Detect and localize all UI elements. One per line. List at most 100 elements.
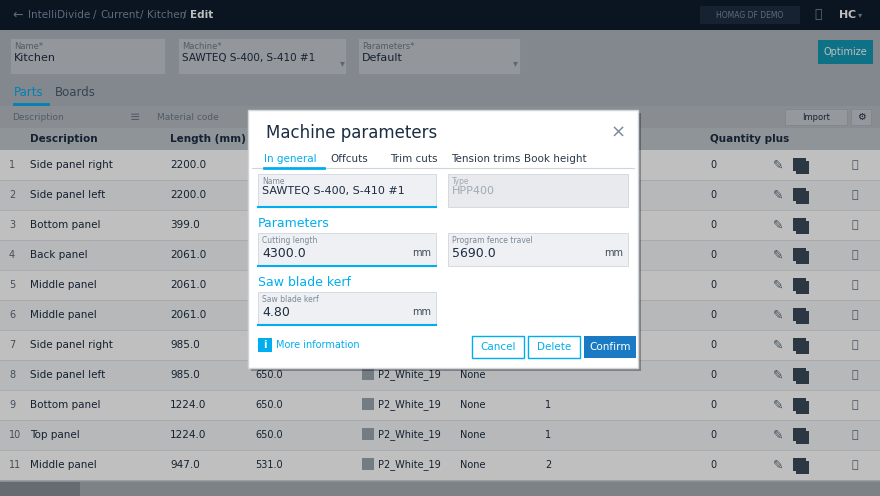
Text: 0: 0 — [710, 460, 716, 470]
Text: 🗑: 🗑 — [852, 250, 858, 260]
Text: 4: 4 — [9, 250, 15, 260]
Text: 🗑: 🗑 — [852, 190, 858, 200]
Text: Parameters*: Parameters* — [362, 42, 414, 51]
Text: More information: More information — [276, 340, 360, 350]
Text: 2200.0: 2200.0 — [170, 190, 206, 200]
Bar — [793, 248, 806, 261]
Bar — [793, 158, 806, 171]
Text: mm: mm — [412, 248, 431, 258]
Text: Description: Description — [30, 134, 98, 144]
Text: Boards: Boards — [55, 85, 96, 99]
Bar — [0, 482, 880, 496]
Bar — [793, 278, 806, 291]
Bar — [362, 398, 374, 410]
Bar — [448, 174, 628, 207]
Bar — [793, 308, 806, 321]
Text: P2_White_19: P2_White_19 — [378, 460, 441, 470]
Text: 985.0: 985.0 — [170, 340, 200, 350]
Text: Cancel: Cancel — [480, 342, 516, 352]
Bar — [793, 188, 806, 201]
Text: 947.0: 947.0 — [170, 460, 200, 470]
Text: 1: 1 — [9, 160, 15, 170]
Text: Program fence travel: Program fence travel — [452, 236, 532, 245]
Text: 2: 2 — [545, 460, 551, 470]
Text: Machine parameters: Machine parameters — [266, 124, 437, 142]
Bar — [796, 311, 809, 324]
Text: C: C — [848, 10, 856, 20]
Text: 0: 0 — [710, 400, 716, 410]
Bar — [793, 218, 806, 231]
Text: Current: Current — [100, 10, 140, 20]
Text: P2_White_19: P2_White_19 — [378, 430, 441, 440]
Text: 399.0: 399.0 — [170, 220, 200, 230]
Bar — [0, 240, 880, 270]
Bar — [793, 398, 806, 411]
Text: Middle panel: Middle panel — [30, 310, 97, 320]
Text: Bottom panel: Bottom panel — [30, 400, 100, 410]
Bar — [584, 336, 636, 358]
Text: 0: 0 — [710, 160, 716, 170]
Bar — [796, 191, 809, 204]
Text: 1224.0: 1224.0 — [170, 430, 207, 440]
Text: 🗑: 🗑 — [852, 340, 858, 350]
Text: ✎: ✎ — [773, 248, 783, 261]
Bar — [796, 371, 809, 384]
Text: 2200.0: 2200.0 — [170, 160, 206, 170]
Text: Delete: Delete — [537, 342, 571, 352]
Text: 9: 9 — [9, 400, 15, 410]
Text: 985.0: 985.0 — [170, 370, 200, 380]
Text: ⚙: ⚙ — [856, 112, 865, 122]
Bar — [251, 113, 641, 371]
Bar — [796, 251, 809, 264]
Text: 650.0: 650.0 — [255, 430, 282, 440]
Text: 1: 1 — [545, 430, 551, 440]
Bar — [793, 368, 806, 381]
Bar — [0, 210, 880, 240]
Bar — [851, 109, 871, 125]
Text: 8: 8 — [9, 370, 15, 380]
Text: ✎: ✎ — [773, 369, 783, 381]
Bar — [358, 38, 520, 74]
Text: ✎: ✎ — [773, 458, 783, 472]
Text: 7: 7 — [9, 340, 15, 350]
Text: /: / — [140, 10, 143, 20]
Text: In general: In general — [264, 154, 317, 164]
Text: 🗑: 🗑 — [852, 430, 858, 440]
Text: 10: 10 — [9, 430, 21, 440]
Text: Type: Type — [452, 177, 470, 186]
Text: 🗑: 🗑 — [852, 160, 858, 170]
Text: Book height: Book height — [524, 154, 587, 164]
Text: 4.80: 4.80 — [262, 306, 290, 319]
Text: Side panel left: Side panel left — [30, 190, 106, 200]
Text: SAWTEQ S-400, S-410 #1: SAWTEQ S-400, S-410 #1 — [182, 53, 315, 63]
Bar — [796, 161, 809, 174]
Text: 0: 0 — [710, 370, 716, 380]
Text: ✎: ✎ — [773, 429, 783, 441]
Text: ⌒: ⌒ — [814, 8, 822, 21]
Text: Back panel: Back panel — [30, 250, 88, 260]
Bar — [796, 431, 809, 444]
Text: ✎: ✎ — [773, 309, 783, 321]
Text: HOMAG DF DEMO: HOMAG DF DEMO — [716, 10, 784, 19]
Bar — [793, 428, 806, 441]
Text: IntelliDivide: IntelliDivide — [28, 10, 91, 20]
Text: 🗑: 🗑 — [852, 310, 858, 320]
Text: 2061.0: 2061.0 — [170, 250, 206, 260]
Text: HPP400: HPP400 — [452, 186, 495, 196]
Text: Middle panel: Middle panel — [30, 280, 97, 290]
Bar — [258, 338, 272, 352]
Text: Saw blade kerf: Saw blade kerf — [258, 276, 351, 289]
Bar — [362, 368, 374, 380]
Text: Description: Description — [12, 113, 63, 122]
Text: 0: 0 — [710, 310, 716, 320]
Text: ▾: ▾ — [858, 10, 862, 19]
Text: 0: 0 — [710, 340, 716, 350]
Bar — [785, 109, 847, 125]
Text: Side panel left: Side panel left — [30, 370, 106, 380]
Text: ✎: ✎ — [773, 398, 783, 412]
Text: Machine*: Machine* — [182, 42, 222, 51]
Bar — [0, 270, 880, 300]
Text: 🗑: 🗑 — [852, 220, 858, 230]
Bar — [248, 110, 638, 368]
Text: Top panel: Top panel — [30, 430, 80, 440]
